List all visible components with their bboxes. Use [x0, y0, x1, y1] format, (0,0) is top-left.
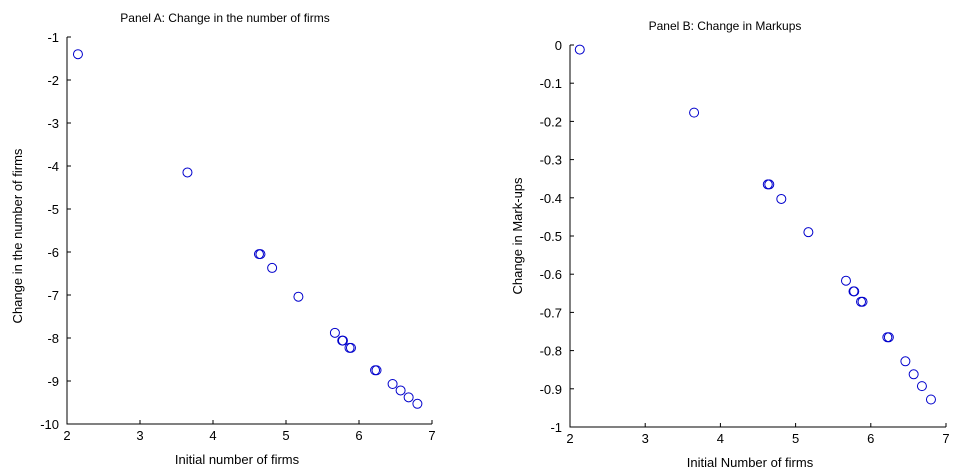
panel-a-y-axis-label: Change in the number of firms	[10, 148, 25, 323]
panel-b-x-tick-label: 5	[792, 431, 799, 446]
panel-a-x-tick-label: 5	[282, 428, 289, 443]
panel-b-data-point	[883, 332, 894, 343]
panel-b-ticks: 2 3 4 5 6 7 0 -0.1 -0.2 -0.3 -0.4 -0.5 -0.6 -0.7 -0.8 -…	[540, 38, 950, 446]
panel-b-data-point	[916, 381, 927, 392]
panel-a-x-tick-label: 7	[428, 428, 435, 443]
panel-b-data-point	[848, 286, 859, 297]
panel-a-y-tick-label: -2	[47, 73, 59, 88]
panel-b-axis-frame	[569, 45, 946, 428]
panel-b-y-tick-label: -0.4	[540, 191, 562, 206]
panel-a-axis-frame	[66, 37, 432, 425]
panel-b-title: Panel B: Change in Markups	[649, 19, 802, 33]
panel-a-x-tick-label: 6	[355, 428, 362, 443]
panel-a-x-tick-label: 2	[63, 428, 70, 443]
panel-b-y-tick-label: -0.5	[540, 229, 562, 244]
panel-a-x-tick-label: 4	[209, 428, 216, 443]
panel-b-x-tick-label: 2	[566, 431, 573, 446]
panel-a-data-point	[395, 385, 406, 396]
panel-a-data-point	[267, 262, 278, 273]
panel-a-data-point	[255, 249, 266, 260]
panel-a-data-point	[337, 335, 348, 346]
panel-b-data-point	[857, 296, 868, 307]
panel-a-y-tick-label: -3	[47, 116, 59, 131]
panel-b-data-point	[900, 356, 911, 367]
panel-b-x-tick-label: 6	[867, 431, 874, 446]
panel-b-y-tick-label: -0.3	[540, 153, 562, 168]
panel-b-x-tick-label: 3	[642, 431, 649, 446]
panel-a-y-tick-label: -10	[40, 417, 59, 432]
panel-a-y-tick-label: -5	[47, 202, 59, 217]
panel-b-y-tick-label: -0.6	[540, 267, 562, 282]
panel-a-markers	[72, 49, 423, 409]
panel-a-data-point	[412, 398, 423, 409]
panel-b-x-tick-label: 4	[717, 431, 724, 446]
panel-b-data-point	[925, 394, 936, 405]
panel-b-x-tick-label: 7	[942, 431, 949, 446]
panel-a-x-axis-label: Initial number of firms	[175, 452, 300, 467]
panel-a-y-tick-label: -1	[47, 30, 59, 45]
panel-a-y-tick-label: -9	[47, 374, 59, 389]
panel-b-data-point	[776, 193, 787, 204]
panel-a-data-point	[403, 392, 414, 403]
panel-b-x-axis-label: Initial Number of firms	[687, 455, 814, 470]
panel-a-title: Panel A: Change in the number of firms	[120, 11, 329, 25]
panel-b-y-tick-label: -0.8	[540, 344, 562, 359]
panel-a-y-tick-label: -4	[47, 159, 59, 174]
panel-b-y-tick-label: -0.9	[540, 382, 562, 397]
panel-b-markers	[574, 44, 936, 405]
panel-a-data-point	[293, 291, 304, 302]
panel-b-y-tick-label: -0.2	[540, 114, 562, 129]
panel-b-data-point	[840, 275, 851, 286]
panel-b-y-tick-label: 0	[555, 38, 562, 53]
panel-b-y-tick-label: -1	[550, 420, 562, 435]
panel-a-data-point	[72, 49, 83, 60]
panel-a-y-tick-label: -8	[47, 331, 59, 346]
panel-b-data-point	[908, 369, 919, 380]
panel-a-data-point	[329, 327, 340, 338]
panel-b-y-axis-label: Change in Mark-ups	[510, 177, 525, 295]
panel-b-data-point	[764, 179, 775, 190]
panel-b-y-tick-label: -0.7	[540, 305, 562, 320]
panel-a-data-point	[182, 167, 193, 178]
panel-a-data-point	[345, 342, 356, 353]
panel-b-data-point	[689, 107, 700, 118]
panel-a-data-point	[387, 379, 398, 390]
panel-b-data-point	[849, 286, 860, 297]
panel-a-data-point	[371, 365, 382, 376]
panel-b-data-point	[803, 227, 814, 238]
panel-a-y-tick-label: -7	[47, 288, 59, 303]
panel-b-chart: Panel B: Change in Markups 2 3 4 5 6 7 0 -0.1 -0…	[510, 19, 950, 470]
panel-a-chart: Panel A: Change in the number of firms 2…	[10, 11, 436, 467]
panel-b-y-tick-label: -0.1	[540, 76, 562, 91]
panel-a-y-tick-label: -6	[47, 245, 59, 260]
panel-b-data-point	[574, 44, 585, 55]
panel-a-x-tick-label: 3	[136, 428, 143, 443]
panel-a-ticks: 2 3 4 5 6 7 -1 -2 -3 -4 -5 -6 -7 -8 -9 -10	[40, 30, 435, 443]
